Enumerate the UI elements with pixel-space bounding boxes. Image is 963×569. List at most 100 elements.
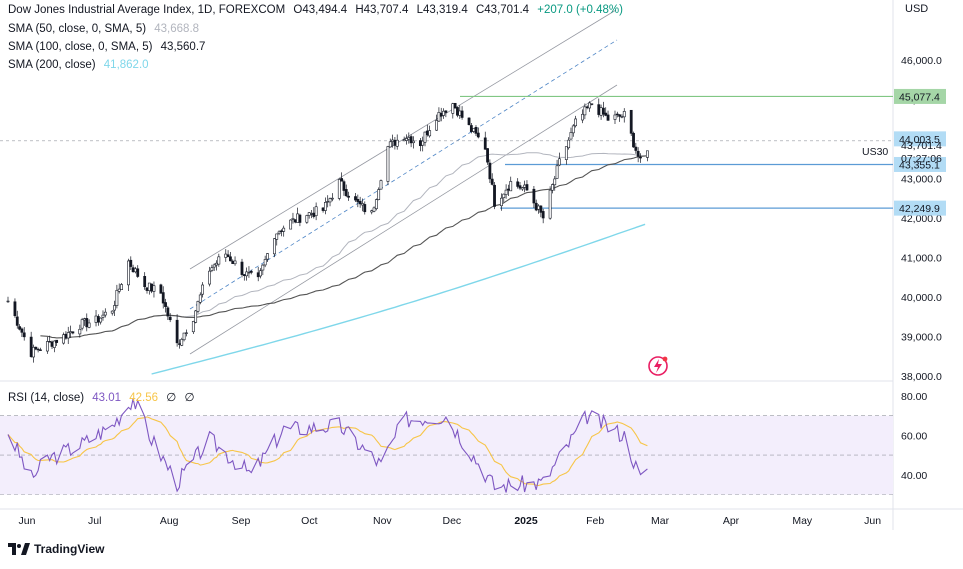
candle-body xyxy=(469,125,473,132)
candle-body xyxy=(451,103,455,114)
candle-body xyxy=(152,285,156,292)
candle-body xyxy=(374,199,378,209)
candle-body xyxy=(486,148,489,163)
candle-body xyxy=(110,310,114,314)
tradingview-logo-icon xyxy=(8,543,30,555)
time-axis-label: May xyxy=(792,515,813,527)
sma200-line[interactable] xyxy=(151,223,646,375)
candle-body xyxy=(574,118,578,127)
candle-body xyxy=(159,284,163,294)
candle-body xyxy=(391,139,394,142)
candle-body xyxy=(581,113,584,121)
candle-body xyxy=(520,187,524,190)
candle-body xyxy=(393,139,397,146)
candle-body xyxy=(483,137,487,150)
candle-body xyxy=(261,264,265,271)
candle-body xyxy=(500,197,503,207)
candle-body xyxy=(458,110,462,116)
candle-body xyxy=(20,328,24,333)
candle-body xyxy=(208,270,211,285)
candle-body xyxy=(523,184,527,188)
candle-body xyxy=(291,218,295,220)
countdown-label: 07:27:06 xyxy=(901,153,942,165)
candle-body xyxy=(99,317,103,323)
candle-body xyxy=(571,125,575,134)
sma100-line[interactable] xyxy=(40,155,648,339)
sma100-label: SMA (100, close, 0, SMA, 5) xyxy=(8,41,153,53)
lightning-glyph-icon xyxy=(654,359,662,373)
time-axis-label: Aug xyxy=(160,515,179,527)
candle-body xyxy=(226,254,230,257)
candle-body xyxy=(474,127,478,134)
candle-body xyxy=(217,256,221,265)
candle-body xyxy=(55,339,59,343)
candle-body xyxy=(13,301,17,317)
candle-body xyxy=(323,202,327,211)
rsi-legend[interactable]: RSI (14, close) 43.01 42.56 ∅ ∅ xyxy=(8,390,200,404)
candle-body xyxy=(599,107,603,116)
candle-body xyxy=(395,139,399,147)
candle-body xyxy=(615,113,619,116)
candle-body xyxy=(567,139,571,149)
candle-body xyxy=(224,253,228,258)
candle-body xyxy=(437,112,441,122)
candle-body xyxy=(298,214,302,223)
candle-body xyxy=(296,213,299,223)
candle-body xyxy=(516,181,520,187)
rsi-line[interactable] xyxy=(7,398,648,493)
candle-body xyxy=(307,212,311,216)
symbol-tag: US30 xyxy=(862,146,888,158)
channel-mid-line[interactable] xyxy=(189,39,618,310)
candles[interactable] xyxy=(6,98,649,363)
candle-body xyxy=(588,102,591,109)
candle-body xyxy=(143,276,147,287)
candle-body xyxy=(569,132,573,140)
candle-body xyxy=(507,188,510,191)
candle-body xyxy=(52,340,56,348)
sma200-legend[interactable]: SMA (200, close) 41,862.0 xyxy=(8,59,154,71)
price-axis-label: 43,000.0 xyxy=(901,174,942,186)
candle-body xyxy=(509,181,513,192)
sma50-value: 43,668.8 xyxy=(154,23,200,35)
time-axis-label: Oct xyxy=(301,515,317,527)
candle-body xyxy=(467,117,471,125)
candle-body xyxy=(337,179,341,199)
symbol-title: Dow Jones Industrial Average Index, 1D, … xyxy=(8,4,286,16)
tradingview-logo[interactable]: TradingView xyxy=(8,542,104,556)
candle-body xyxy=(196,301,200,312)
currency-label[interactable]: USD xyxy=(905,3,929,15)
channel-lower-line[interactable] xyxy=(189,84,618,355)
candle-body xyxy=(388,141,392,148)
candle-body xyxy=(361,203,364,206)
candle-body xyxy=(194,310,198,323)
candle-body xyxy=(636,150,640,157)
candle-body xyxy=(263,259,267,266)
sma100-legend[interactable]: SMA (100, close, 0, SMA, 5) 43,560.7 xyxy=(8,41,210,53)
candle-body xyxy=(456,107,459,116)
candle-body xyxy=(534,202,538,211)
price-axis-label: 40,000.0 xyxy=(901,292,942,304)
candle-body xyxy=(94,315,98,323)
candle-body xyxy=(585,106,589,109)
candle-body xyxy=(279,230,283,232)
sma50-line[interactable] xyxy=(105,152,648,332)
candle-body xyxy=(245,271,249,277)
candle-body xyxy=(402,139,406,142)
candle-body xyxy=(147,282,151,291)
time-axis-label: Jun xyxy=(19,515,36,527)
candle-body xyxy=(34,346,38,350)
candle-body xyxy=(386,146,390,182)
candle-body xyxy=(62,334,66,344)
event-lightning-icon[interactable] xyxy=(648,356,668,376)
sma50-legend[interactable]: SMA (50, close, 0, SMA, 5) 43,668.8 xyxy=(8,23,204,35)
rsi-axis-label: 80.00 xyxy=(901,391,927,403)
candle-body xyxy=(78,328,82,335)
candle-body xyxy=(273,238,276,255)
candle-body xyxy=(539,205,543,213)
candle-body xyxy=(646,150,649,158)
candle-body xyxy=(277,231,281,234)
chart-title-row: Dow Jones Industrial Average Index, 1D, … xyxy=(8,4,628,16)
candle-body xyxy=(96,316,100,323)
candle-body xyxy=(553,178,557,186)
